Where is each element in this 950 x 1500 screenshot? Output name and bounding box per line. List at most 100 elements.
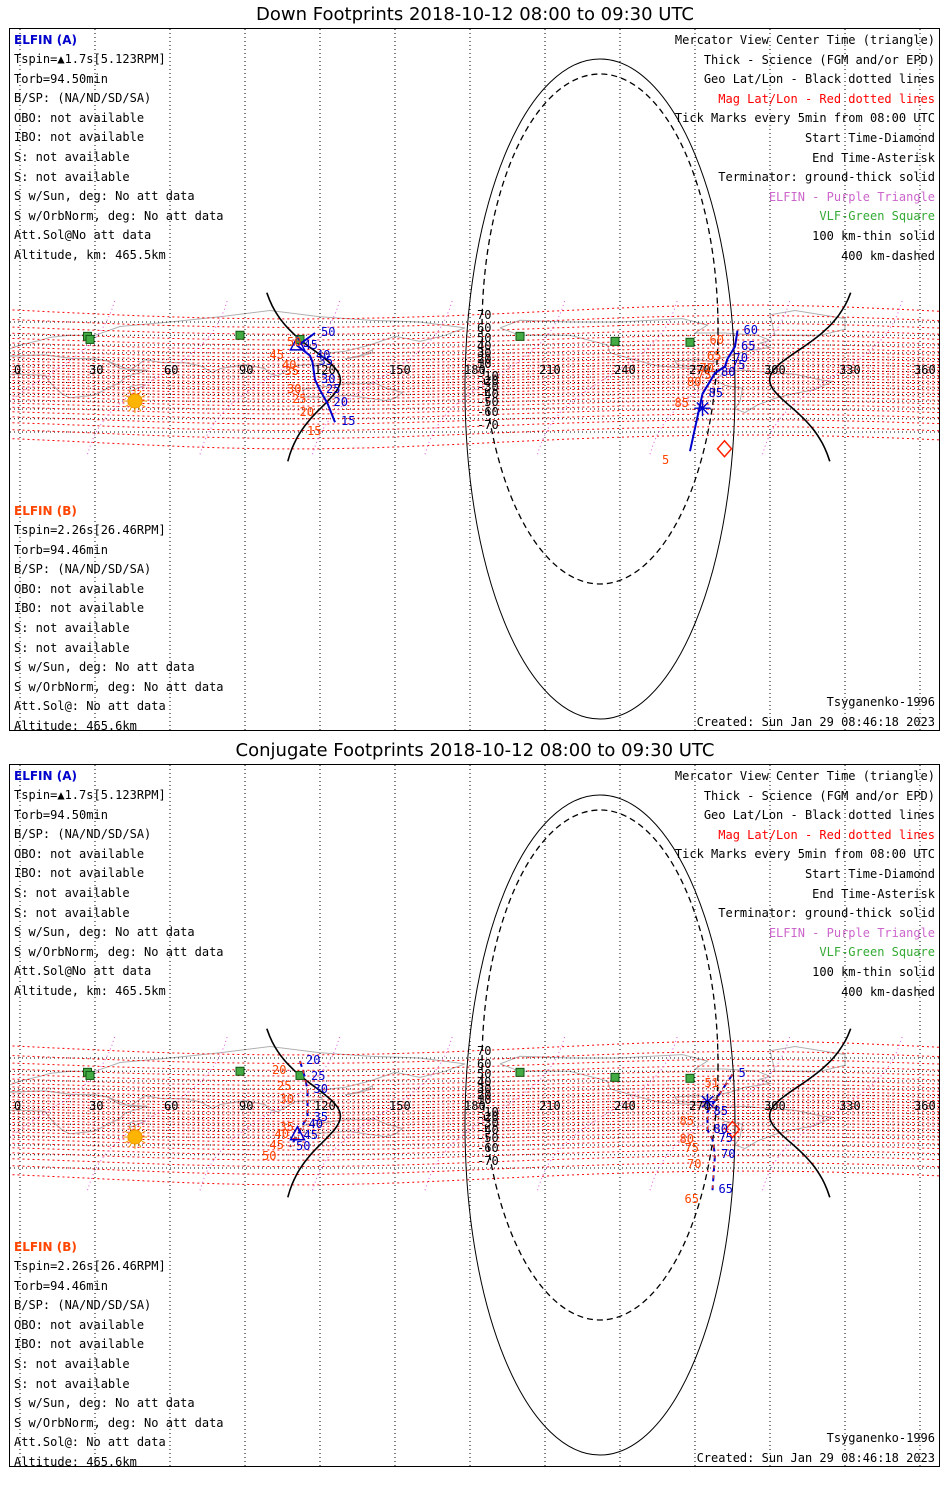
lon-tick-label: 90 (239, 1099, 254, 1113)
map-panel-down: 0 30 60 90 120 150 180 210 240 270 300 330 360 70 60 50… (9, 28, 940, 731)
mag-latitude-line (10, 1110, 939, 1122)
elfin-a-info: S: not available (14, 905, 130, 920)
lat-tick-label: 10 (477, 1093, 492, 1108)
tick-label-elfin-b: 75 (697, 368, 712, 383)
legend-entry: Geo Lat/Lon - Black dotted lines (703, 72, 935, 87)
elfin-b-info: S w/Sun, deg: No att data (14, 660, 195, 675)
tick-label-elfin-b: 70 (699, 360, 714, 375)
lon-tick-label: 330 (839, 363, 861, 377)
mag-latitude-line (10, 392, 939, 403)
mag-latitude-line (10, 351, 939, 362)
tick-label-elfin-a: 25 (311, 1069, 326, 1084)
lat-tick-label: 20 (477, 1087, 492, 1102)
elfin-a-info: Att.Sol@No att data (14, 228, 152, 243)
mag-latitude-line (10, 1170, 939, 1186)
mag-latitude-line (10, 322, 939, 335)
tick-label-elfin-b: 85 (708, 385, 723, 400)
lon-tick-label: 60 (164, 1099, 179, 1113)
map-canvas (10, 29, 939, 730)
mag-latitude-line (10, 419, 939, 432)
lon-tick-label: 330 (839, 1099, 861, 1113)
lat-tick-label: -20 (477, 374, 499, 389)
mag-meridian (649, 299, 791, 455)
lat-tick-label: 60 (477, 1057, 492, 1072)
tick-label-elfin-a: 25 (326, 382, 341, 397)
elfin-a-info: Torb=94.50min (14, 71, 108, 86)
elfin-a-info: S w/OrbNorm, deg: No att data (14, 208, 224, 223)
elfin-b-info: Torb=94.46min (14, 542, 108, 557)
created-timestamp: Created: Sun Jan 29 08:46:18 2023 (696, 1451, 935, 1465)
elfin-a-info: S w/Sun, deg: No att data (14, 925, 195, 940)
lat-tick-label: 70 (477, 307, 492, 322)
lon-tick-label: 360 (914, 363, 936, 377)
legend-entry: End Time-Asterisk (812, 886, 935, 901)
vlf-station-square (235, 330, 245, 340)
elfin-b-info: Att.Sol@: No att data (14, 699, 166, 714)
mag-latitude-line (10, 1136, 939, 1147)
legend-entry: Terminator: ground-thick solid (718, 170, 935, 185)
elfin-a-info: S: not available (14, 886, 130, 900)
lat-tick-label: -70 (477, 418, 499, 432)
lon-tick-label: 60 (164, 363, 179, 377)
vlf-station-square (85, 334, 95, 344)
lat-tick-label: -30 (477, 380, 499, 395)
lon-tick-label: 270 (689, 363, 711, 377)
terminator-ground (768, 292, 852, 462)
lon-tick-label: 180 (464, 363, 486, 377)
mag-meridian (424, 1035, 566, 1191)
legend-entry: 400 km-dashed (841, 248, 935, 263)
legend-entry: Thick - Science (FGM and/or EPD) (703, 788, 935, 803)
elfin-b-info: S: not available (14, 640, 130, 655)
lat-tick-label: 50 (477, 330, 492, 345)
elfin-a-info: Torb=94.50min (14, 807, 108, 822)
legend-entry: VLF-Green Square (819, 945, 935, 960)
vlf-station-square (685, 337, 695, 347)
lat-tick-label: 60 (477, 321, 492, 336)
elfin-a-info: Tspin=▲1.7s[5.123RPM] (14, 788, 166, 802)
tick-label-elfin-b: 80 (721, 365, 736, 380)
lon-tick-label: 240 (614, 1099, 636, 1113)
elfin-b-info: S: not available (14, 621, 130, 635)
lat-tick-label: 20 (477, 351, 492, 366)
map-panel-conjugate: 0 30 60 90 120 150 180 210 240 270 300 330 360 70 60 50… (9, 764, 940, 1467)
mag-latitude-line (10, 1065, 939, 1077)
mag-meridian (424, 299, 566, 455)
lat-tick-label: 30 (477, 345, 492, 360)
mag-latitude-line (10, 1087, 939, 1098)
tick-label-elfin-b: 75 (684, 1141, 699, 1156)
legend-entry: Mag Lat/Lon - Red dotted lines (718, 827, 935, 842)
tick-label-elfin-b: 25 (277, 1079, 292, 1094)
legend-entry: ELFIN - Purple Triangle (768, 925, 935, 940)
vlf-station-square (610, 336, 620, 346)
legend-entry: 100 km-thin solid (812, 229, 935, 243)
mag-latitude-line (10, 374, 939, 386)
mag-latitude-line (10, 389, 939, 400)
elfin-a-info: Att.Sol@No att data (14, 964, 152, 979)
legend-entry: 400 km-dashed (841, 984, 935, 999)
lat-tick-label: -10 (477, 1104, 499, 1119)
mag-latitude-line (10, 396, 939, 407)
lat-tick-label: -10 (477, 368, 499, 383)
elfin-b-heading: ELFIN (B) (14, 504, 77, 518)
legend-entry: ELFIN - Purple Triangle (768, 189, 935, 204)
elfin-b-info: IBO: not available (14, 601, 145, 616)
mag-latitude-line (10, 1132, 939, 1143)
mag-latitude-line (10, 383, 939, 394)
tick-label-elfin-a: 40 (308, 1116, 323, 1131)
legend-entry: Geo Lat/Lon - Black dotted lines (703, 808, 935, 823)
tick-label-elfin-b: 70 (733, 350, 748, 365)
created-timestamp: Created: Sun Jan 29 08:46:18 2023 (696, 715, 935, 729)
map-canvas (10, 765, 939, 1466)
tick-label-elfin-b: 35 (284, 364, 299, 379)
elfin-a-info: S: not available (14, 169, 130, 184)
lon-tick-label: 90 (239, 363, 254, 377)
mag-meridian (537, 299, 678, 455)
mag-latitude-line (10, 1058, 939, 1071)
elfin-b-info: S w/Sun, deg: No att data (14, 1396, 195, 1411)
mag-meridian (762, 299, 903, 455)
mag-meridian (537, 1035, 678, 1191)
mag-latitude-line (10, 1119, 939, 1130)
end-asterisk (696, 402, 709, 415)
elfin-b-info: Tspin=2.26s[26.46RPM] (14, 523, 166, 537)
tick-label-elfin-b: 50 (287, 334, 302, 349)
